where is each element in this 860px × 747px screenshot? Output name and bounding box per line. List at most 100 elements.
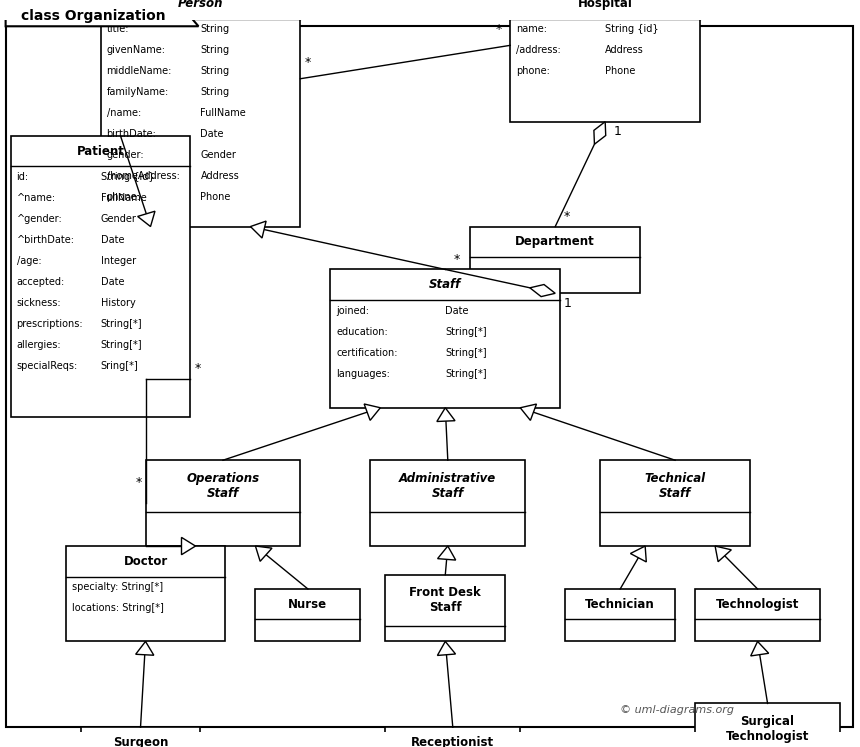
Polygon shape — [594, 122, 605, 144]
Text: String {id}: String {id} — [605, 25, 659, 34]
Text: Date: Date — [101, 235, 124, 245]
Polygon shape — [716, 546, 731, 562]
Bar — [600, 460, 750, 546]
Text: accepted:: accepted: — [16, 277, 64, 287]
Text: certification:: certification: — [336, 347, 398, 358]
Text: String: String — [200, 87, 230, 97]
Text: FullName: FullName — [200, 108, 246, 118]
Text: Date: Date — [101, 277, 124, 287]
Text: Nurse: Nurse — [288, 598, 328, 611]
Text: Front Desk
Staff: Front Desk Staff — [409, 586, 482, 615]
Polygon shape — [364, 404, 380, 421]
Text: Staff: Staff — [429, 278, 462, 291]
Text: name:: name: — [516, 25, 547, 34]
Text: joined:: joined: — [336, 306, 370, 316]
Text: Patient: Patient — [77, 145, 125, 158]
Polygon shape — [6, 5, 199, 26]
Text: Date: Date — [445, 306, 469, 316]
Text: education:: education: — [336, 326, 388, 337]
Text: gender:: gender: — [107, 150, 144, 161]
Text: Address: Address — [605, 46, 644, 55]
Text: Address: Address — [200, 171, 239, 182]
Text: 1: 1 — [563, 297, 571, 310]
Polygon shape — [136, 642, 154, 655]
Text: *: * — [453, 252, 459, 266]
Text: locations: String[*]: locations: String[*] — [71, 604, 163, 613]
Text: *: * — [135, 476, 142, 489]
Text: title:: title: — [107, 25, 129, 34]
Text: Person: Person — [178, 0, 224, 10]
Text: phone:: phone: — [516, 66, 550, 76]
Text: Hospital: Hospital — [578, 0, 633, 10]
Bar — [65, 546, 225, 642]
Polygon shape — [530, 285, 556, 297]
Text: String[*]: String[*] — [445, 369, 487, 379]
Polygon shape — [250, 221, 266, 238]
Text: Technologist: Technologist — [716, 598, 799, 611]
Polygon shape — [437, 408, 455, 421]
Text: Integer: Integer — [101, 256, 136, 266]
Text: Department: Department — [515, 235, 595, 248]
Text: *: * — [496, 23, 502, 36]
Bar — [385, 574, 506, 642]
Bar — [371, 460, 525, 546]
Text: familyName:: familyName: — [107, 87, 169, 97]
Polygon shape — [181, 537, 195, 555]
Text: id:: id: — [16, 173, 28, 182]
Text: Surgeon: Surgeon — [113, 736, 169, 747]
Text: Technician: Technician — [586, 598, 655, 611]
Text: String[*]: String[*] — [101, 319, 142, 329]
Text: String[*]: String[*] — [445, 326, 487, 337]
Polygon shape — [438, 546, 456, 560]
Text: Phone: Phone — [605, 66, 636, 76]
Polygon shape — [751, 642, 769, 656]
Text: middleName:: middleName: — [107, 66, 172, 76]
Text: Operations
Staff: Operations Staff — [187, 472, 260, 500]
Bar — [470, 226, 640, 294]
Text: String {id}: String {id} — [101, 173, 154, 182]
Bar — [695, 704, 840, 747]
Text: *: * — [304, 56, 310, 69]
Polygon shape — [520, 404, 537, 421]
Text: phone:: phone: — [107, 192, 140, 202]
Text: FullName: FullName — [101, 193, 146, 203]
Bar — [81, 728, 200, 747]
Text: Date: Date — [200, 129, 224, 139]
Text: String: String — [200, 46, 230, 55]
Bar — [10, 136, 190, 418]
Polygon shape — [255, 546, 272, 561]
Text: class Organization: class Organization — [21, 9, 165, 22]
Polygon shape — [138, 211, 155, 226]
Text: 1: 1 — [613, 125, 621, 138]
Text: *: * — [194, 362, 200, 375]
Text: © uml-diagrams.org: © uml-diagrams.org — [620, 705, 734, 715]
Text: *: * — [563, 210, 569, 223]
Text: Technical
Staff: Technical Staff — [645, 472, 706, 500]
Text: /homeAddress:: /homeAddress: — [107, 171, 180, 182]
Text: languages:: languages: — [336, 369, 390, 379]
Text: sickness:: sickness: — [16, 298, 61, 308]
Text: allergies:: allergies: — [16, 340, 61, 350]
Text: String: String — [200, 25, 230, 34]
Bar — [385, 728, 520, 747]
Text: specialty: String[*]: specialty: String[*] — [71, 583, 163, 592]
Text: /name:: /name: — [107, 108, 141, 118]
Bar — [101, 0, 300, 226]
Polygon shape — [630, 546, 647, 562]
Text: Phone: Phone — [200, 192, 230, 202]
Bar — [565, 589, 675, 642]
Polygon shape — [438, 642, 456, 655]
Text: birthDate:: birthDate: — [107, 129, 157, 139]
Text: ^name:: ^name: — [16, 193, 56, 203]
Text: Surgical
Technologist: Surgical Technologist — [726, 715, 809, 743]
Text: Administrative
Staff: Administrative Staff — [399, 472, 496, 500]
Text: Gender: Gender — [101, 214, 137, 224]
Text: String[*]: String[*] — [445, 347, 487, 358]
Text: ^birthDate:: ^birthDate: — [16, 235, 75, 245]
Text: Doctor: Doctor — [123, 555, 168, 568]
Bar — [145, 460, 300, 546]
Text: specialReqs:: specialReqs: — [16, 361, 78, 371]
Bar — [695, 589, 820, 642]
Text: Receptionist: Receptionist — [411, 736, 494, 747]
Text: ^gender:: ^gender: — [16, 214, 63, 224]
